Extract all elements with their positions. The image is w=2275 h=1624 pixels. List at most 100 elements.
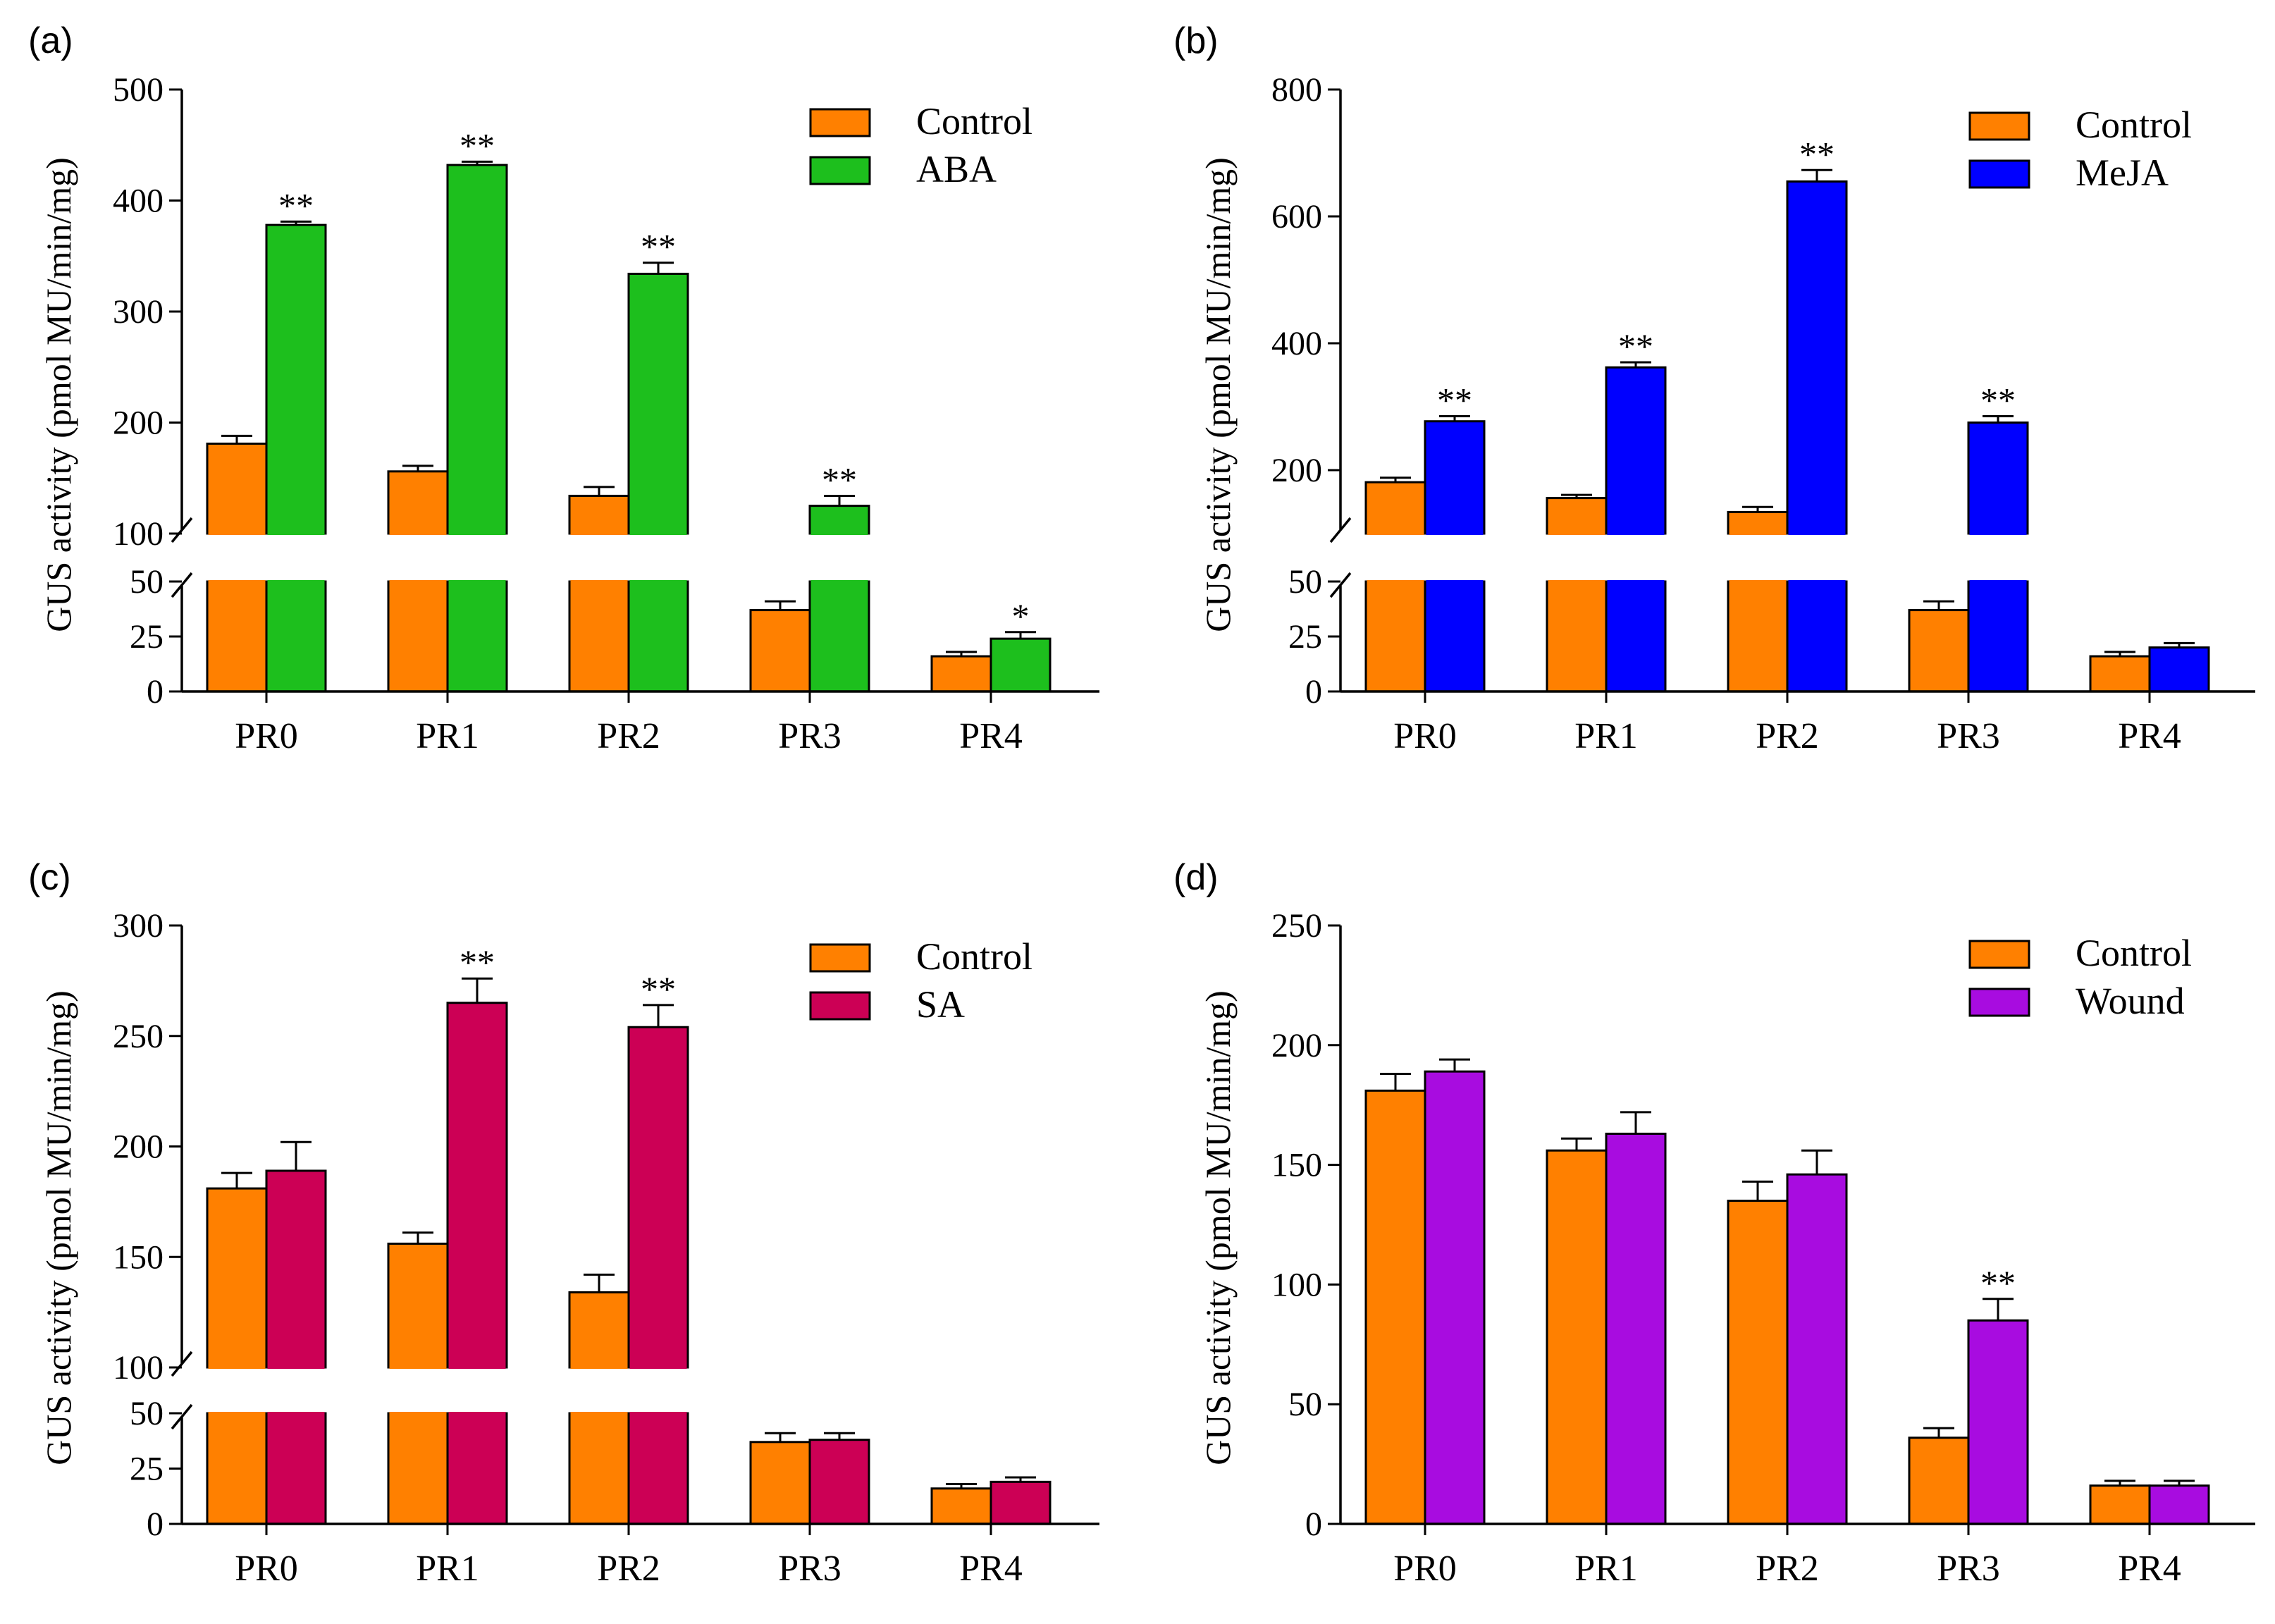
y-tick-label: 500 — [113, 71, 164, 109]
legend-swatch-control — [809, 108, 871, 137]
bar-control-pr1-lower — [1546, 580, 1608, 693]
y-tick-label: 100 — [113, 1349, 164, 1386]
panel-c: (c) GUS activity (pmol MU/min/mg) ** ** PR0 P… — [28, 857, 1099, 1589]
bar-aba-pr0-lower — [265, 580, 327, 693]
bar-control-pr4 — [2089, 655, 2151, 693]
significance-marker: ** — [460, 942, 495, 982]
x-tick-label: PR3 — [1937, 1549, 2000, 1589]
bar-control-pr1 — [1546, 1149, 1608, 1525]
y-tick-label: 50 — [130, 1395, 164, 1432]
bar-control-pr1 — [387, 470, 449, 535]
bar-control-pr2 — [568, 1291, 630, 1369]
y-tick-label: 100 — [113, 515, 164, 553]
axis-break-mark — [171, 572, 193, 598]
axes: 200 400 600 800 0 25 50 — [1271, 71, 2255, 710]
bar-aba-pr4 — [989, 637, 1052, 693]
bar-sa-pr4 — [989, 1480, 1052, 1525]
bar-meja-pr2-lower — [1786, 580, 1848, 693]
y-tick-label: 0 — [147, 1506, 164, 1543]
legend-label: ABA — [916, 148, 997, 190]
legend-label: Wound — [2076, 980, 2185, 1022]
y-tick-label: 100 — [1271, 1266, 1322, 1303]
x-tick-label: PR0 — [235, 716, 298, 756]
x-tick-label: PR4 — [959, 716, 1023, 756]
bar-control-pr4 — [930, 1487, 992, 1525]
x-tick-label: PR2 — [597, 1549, 660, 1589]
legend-label: Control — [2076, 104, 2192, 146]
y-axis-label: GUS activity (pmol MU/min/mg) — [39, 157, 78, 632]
axis-break-mark — [171, 1403, 193, 1430]
bars: ** ** — [206, 942, 1052, 1525]
bar-wound-pr0 — [1424, 1070, 1486, 1525]
bar-meja-pr1 — [1605, 366, 1667, 535]
y-tick-label: 50 — [1288, 563, 1322, 601]
bar-control-pr2 — [568, 494, 630, 535]
y-tick-label: 0 — [1305, 673, 1322, 710]
bar-wound-pr1 — [1605, 1132, 1667, 1525]
legend: Control ABA — [809, 100, 1032, 190]
y-tick-label: 250 — [113, 1018, 164, 1055]
bar-aba-pr1 — [446, 164, 508, 535]
bar-control-pr0 — [206, 442, 268, 535]
bar-meja-pr3-lower — [1967, 580, 2029, 693]
axes: 0 50 100 150 200 250 — [1271, 907, 2255, 1543]
bar-control-pr0 — [1364, 481, 1426, 535]
bar-control-pr4 — [930, 655, 992, 693]
y-tick-label: 200 — [113, 405, 164, 442]
bar-aba-pr2 — [627, 272, 689, 535]
y-tick-label: 250 — [1271, 907, 1322, 945]
significance-marker: ** — [460, 125, 495, 165]
bar-meja-pr3 — [1967, 422, 2029, 535]
bar-control-pr1 — [387, 1242, 449, 1369]
x-tick-label: PR2 — [1756, 716, 1819, 756]
y-tick-label: 200 — [1271, 452, 1322, 489]
x-tick-label: PR1 — [1574, 716, 1638, 756]
y-tick-label: 400 — [113, 183, 164, 220]
y-axis-label: GUS activity (pmol MU/min/mg) — [1198, 990, 1238, 1465]
y-tick-label: 25 — [130, 618, 164, 656]
bar-control-pr0 — [206, 1187, 268, 1369]
bar-meja-pr4 — [2148, 646, 2210, 693]
significance-marker: ** — [1437, 381, 1472, 420]
legend-swatch-sa — [809, 991, 871, 1021]
y-tick-label: 0 — [1305, 1506, 1322, 1543]
significance-marker: * — [1012, 596, 1030, 636]
significance-marker: ** — [641, 227, 676, 266]
y-tick-label: 50 — [130, 563, 164, 601]
x-tick-label: PR2 — [597, 716, 660, 756]
legend-label: Control — [916, 100, 1032, 142]
bar-control-pr3 — [1908, 609, 1970, 693]
x-tick-label: PR3 — [778, 1549, 841, 1589]
axis-break-mark — [1329, 572, 1352, 598]
bar-sa-pr0-lower — [265, 1412, 327, 1525]
panel-d: (d) GUS activity (pmol MU/min/mg) ** PR0 PR1… — [1173, 857, 2255, 1589]
x-tick-label: PR1 — [1574, 1549, 1638, 1589]
bar-control-pr0-lower — [206, 1412, 268, 1525]
x-tick-label: PR0 — [1393, 716, 1457, 756]
axis-break-mark — [171, 517, 193, 543]
significance-marker: ** — [822, 460, 857, 499]
legend-swatch-control — [809, 943, 871, 973]
panel-a: (a)GUS activity (pmol MU/min/mg) ********… — [28, 20, 1099, 756]
legend: Control SA — [809, 935, 1032, 1026]
legend-swatch-aba — [809, 156, 871, 185]
y-tick-label: 150 — [113, 1238, 164, 1276]
significance-marker: ** — [1618, 326, 1653, 366]
panel-label: (c) — [28, 857, 71, 898]
x-tick-label: PR0 — [1393, 1549, 1457, 1589]
bar-wound-pr4 — [2148, 1484, 2210, 1525]
bar-control-pr3 — [749, 1441, 811, 1525]
x-tick-label: PR4 — [2118, 1549, 2181, 1589]
significance-marker: ** — [1980, 381, 2016, 420]
y-tick-label: 600 — [1271, 198, 1322, 235]
bar-control-pr2 — [1727, 1200, 1789, 1525]
bar-control-pr3 — [1908, 1437, 1970, 1525]
y-tick-label: 50 — [1288, 1386, 1322, 1423]
panel-label: (d) — [1173, 857, 1219, 898]
x-tick-label: PR0 — [235, 1549, 298, 1589]
bar-aba-pr1-lower — [446, 580, 508, 693]
significance-marker: ** — [278, 185, 314, 225]
bar-sa-pr0 — [265, 1169, 327, 1369]
bar-aba-pr3 — [808, 505, 870, 535]
